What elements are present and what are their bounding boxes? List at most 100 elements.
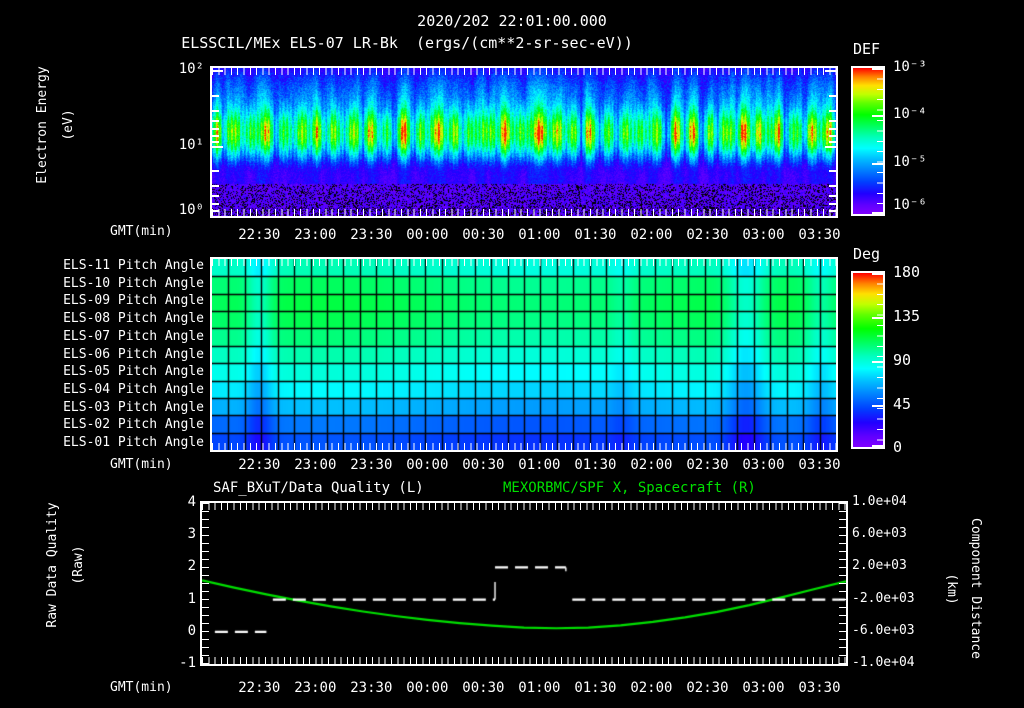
xtick-label: 22:30 (238, 680, 281, 696)
dq-ytick-right: -6.0e+03 (852, 622, 915, 638)
data-quality-canvas (202, 503, 846, 664)
def-tick-1e-3: 10⁻³ (893, 59, 927, 75)
energy-axis-label-units: (eV) (61, 109, 76, 141)
pa-x-axis-ticks-bottom (212, 443, 836, 450)
pitch-angle-row-label: ELS-05 Pitch Angle (63, 364, 204, 380)
pitch-angle-canvas (212, 259, 836, 450)
dq-xlabel: GMT(min) (110, 680, 173, 695)
xtick-label: 03:30 (798, 457, 841, 473)
xtick-label: 23:00 (294, 457, 337, 473)
xtick-label: 02:00 (630, 680, 673, 696)
pa-x-axis-ticks-top (212, 259, 836, 266)
dq-ytick-right: 1.0e+04 (852, 494, 907, 509)
page-title: 2020/202 22:01:00.000 (417, 12, 607, 30)
def-tick-1e-6: 10⁻⁶ (893, 197, 927, 213)
x-axis-ticks-top (212, 68, 836, 75)
pitch-angle-row-label: ELS-02 Pitch Angle (63, 417, 204, 433)
bottom-title-right: MEXORBMC/SPF X, Spacecraft (R) (503, 480, 756, 496)
dq-ylabel-right: Component Distance (968, 518, 983, 659)
dq-ytick-left: 4 (187, 494, 196, 510)
xtick-label: 01:30 (574, 680, 617, 696)
def-colorbar-title: DEF (853, 40, 881, 58)
xtick-label: 01:00 (518, 680, 561, 696)
energy-ytick-100: 10² (178, 61, 204, 77)
pitch-angle-row-label: ELS-08 Pitch Angle (63, 311, 204, 327)
xtick-label: 02:30 (686, 227, 729, 243)
pitch-angle-panel (210, 257, 838, 452)
dq-ylabel-right-units: (km) (944, 573, 959, 605)
pitch-xtick-labels: 22:30 23:00 23:30 00:00 00:30 01:00 01:30 02:00… (210, 457, 840, 476)
def-tick-1e-5: 10⁻⁵ (893, 154, 927, 170)
pitch-angle-row-label: ELS-10 Pitch Angle (63, 275, 204, 291)
energy-axis-label: Electron Energy (35, 66, 50, 184)
dq-ytick-labels-left: 4 3 2 1 0 -1 (150, 495, 196, 670)
pitch-angle-row-labels: ELS-11 Pitch Angle ELS-10 Pitch Angle ELS-… (20, 257, 204, 452)
xtick-label: 23:00 (294, 680, 337, 696)
dq-xtick-labels: 22:30 23:00 23:30 00:00 00:30 01:00 01:30 02:00… (210, 680, 840, 699)
energy-xtick-labels: 22:30 23:00 23:30 00:00 00:30 01:00 01:30 02:00… (210, 227, 840, 246)
energy-ytick-1: 10⁰ (178, 202, 204, 218)
dq-ytick-right: -1.0e+04 (852, 655, 915, 670)
xtick-label: 01:30 (574, 227, 617, 243)
xtick-label: 23:30 (350, 680, 393, 696)
pitch-angle-row-label: ELS-11 Pitch Angle (63, 257, 204, 273)
page-subtitle: ELSSCIL/MEx ELS-07 LR-Bk (ergs/(cm**2-sr… (181, 34, 633, 52)
xtick-label: 00:00 (406, 457, 449, 473)
dq-x-axis-ticks-bottom (202, 657, 846, 664)
xtick-label: 01:00 (518, 227, 561, 243)
pitch-xlabel: GMT(min) (110, 457, 173, 472)
pitch-angle-row-label: ELS-09 Pitch Angle (63, 293, 204, 309)
energy-ytick-10: 10¹ (178, 137, 204, 153)
xtick-label: 02:00 (630, 227, 673, 243)
dq-y-axis-ticks-right (839, 503, 846, 664)
electron-energy-panel (210, 66, 838, 218)
pitch-angle-row-label: ELS-01 Pitch Angle (63, 435, 204, 451)
deg-colorbar (851, 271, 885, 449)
pitch-angle-row-label: ELS-06 Pitch Angle (63, 346, 204, 362)
dq-ytick-right: 2.0e+03 (852, 558, 907, 574)
pitch-angle-row-label: ELS-04 Pitch Angle (63, 381, 204, 397)
pitch-angle-row-label: ELS-07 Pitch Angle (63, 328, 204, 344)
x-axis-ticks-bottom (212, 209, 836, 216)
xtick-label: 01:30 (574, 457, 617, 473)
energy-xlabel: GMT(min) (110, 224, 173, 239)
xtick-label: 23:30 (350, 227, 393, 243)
xtick-label: 03:00 (742, 680, 785, 696)
pitch-angle-row-label: ELS-03 Pitch Angle (63, 399, 204, 415)
spectrogram-canvas (212, 68, 836, 216)
dq-ytick-left: 2 (187, 558, 196, 575)
dq-ytick-left: 1 (187, 590, 196, 607)
dq-ytick-left: -1 (179, 655, 196, 671)
deg-tick-180: 180 (893, 263, 921, 281)
xtick-label: 03:00 (742, 227, 785, 243)
xtick-label: 02:00 (630, 457, 673, 473)
xtick-label: 03:00 (742, 457, 785, 473)
xtick-label: 00:30 (462, 227, 505, 243)
xtick-label: 23:30 (350, 457, 393, 473)
dq-ytick-right: 6.0e+03 (852, 526, 907, 542)
dq-x-axis-ticks-top (202, 503, 846, 510)
deg-colorbar-title: Deg (853, 245, 881, 263)
deg-tick-90: 90 (893, 351, 912, 369)
xtick-label: 22:30 (238, 227, 281, 243)
xtick-label: 00:00 (406, 227, 449, 243)
xtick-label: 01:00 (518, 457, 561, 473)
xtick-label: 00:30 (462, 457, 505, 473)
xtick-label: 03:30 (798, 680, 841, 696)
dq-ylabel-left-units: (Raw) (71, 545, 86, 585)
xtick-label: 00:30 (462, 680, 505, 696)
xtick-label: 23:00 (294, 227, 337, 243)
dq-y-axis-ticks-left (202, 503, 209, 664)
data-quality-panel (200, 501, 848, 666)
dq-ylabel-left: Raw Data Quality (45, 502, 60, 628)
dq-ytick-left: 3 (187, 526, 196, 543)
deg-tick-45: 45 (893, 395, 912, 413)
def-tick-1e-4: 10⁻⁴ (893, 106, 927, 122)
dq-ytick-left: 0 (187, 622, 196, 639)
deg-tick-0: 0 (893, 438, 903, 456)
dq-ytick-right: -2.0e+03 (852, 590, 915, 606)
deg-tick-135: 135 (893, 307, 921, 325)
xtick-label: 02:30 (686, 680, 729, 696)
xtick-label: 22:30 (238, 457, 281, 473)
xtick-label: 02:30 (686, 457, 729, 473)
